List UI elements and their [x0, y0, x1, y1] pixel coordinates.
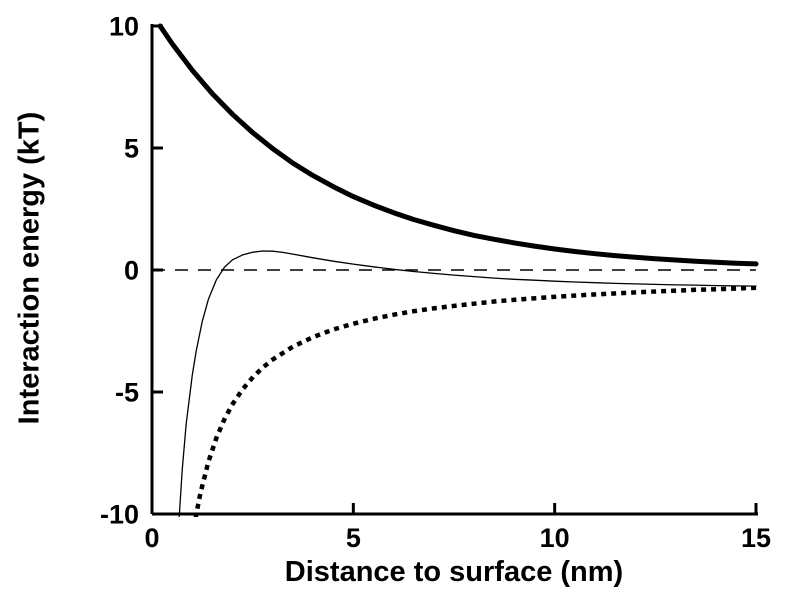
- y-tick-label: 0: [124, 256, 139, 286]
- y-tick-label: 5: [124, 134, 139, 164]
- x-axis-title: Distance to surface (nm): [284, 556, 624, 588]
- series-van-der-waals-attraction: [193, 285, 759, 517]
- y-tick-label: -5: [115, 378, 139, 408]
- y-axis-title: Interaction energy (kT): [13, 111, 46, 425]
- x-tick-label: 15: [741, 523, 771, 553]
- x-tick-label: 0: [144, 523, 159, 553]
- x-tick-label: 10: [540, 523, 570, 553]
- series-total-interaction: [178, 250, 757, 517]
- y-tick-label: -10: [100, 500, 139, 530]
- series-electrostatic-repulsion: [157, 23, 759, 267]
- y-tick-label: 10: [109, 12, 139, 42]
- x-tick-label: 5: [346, 523, 361, 553]
